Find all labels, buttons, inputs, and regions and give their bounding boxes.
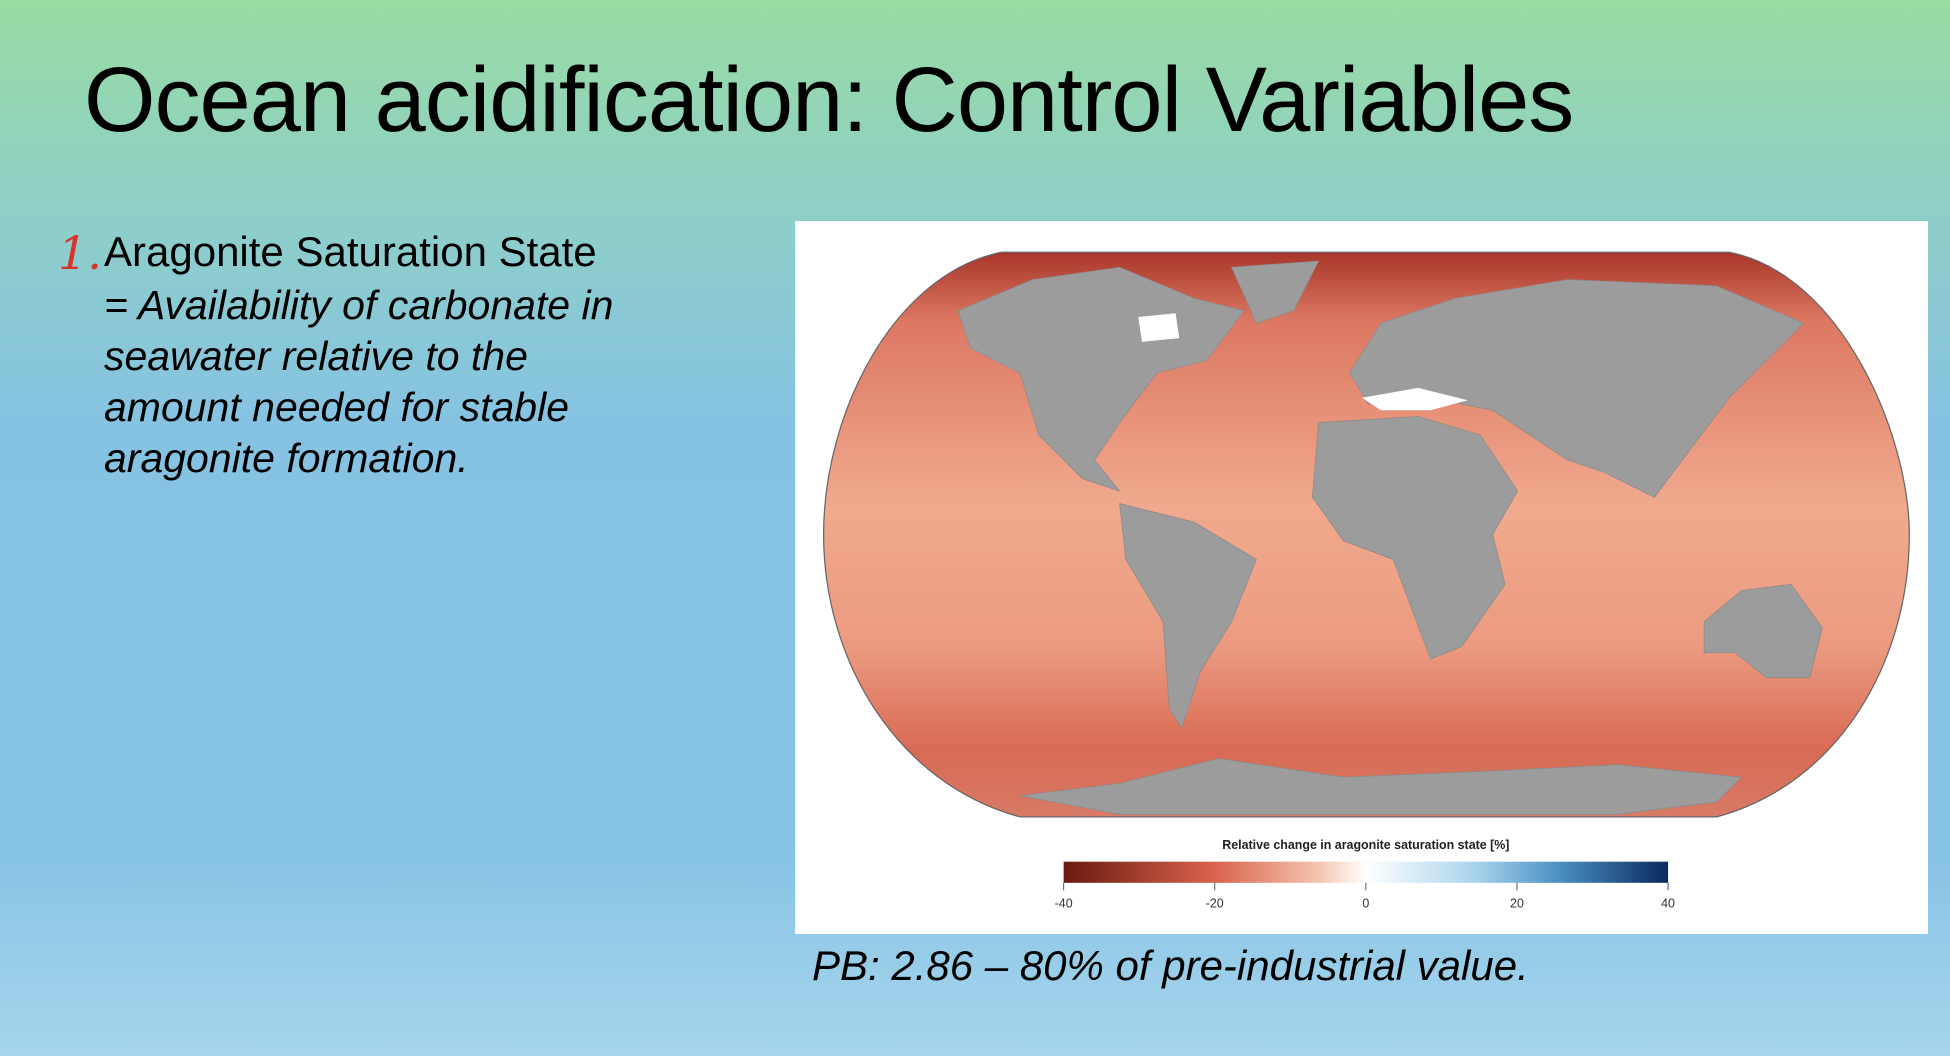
colorbar-tick-label: 20 (1510, 897, 1524, 911)
description-line: amount needed for stable (104, 384, 569, 430)
map-figure: Relative change in aragonite saturation … (822, 251, 1910, 911)
figure: Relative change in aragonite saturation … (795, 221, 1928, 934)
colorbar-label: Relative change in aragonite saturation … (1222, 838, 1509, 852)
colorbar-tick-label: 0 (1362, 897, 1369, 911)
caption: PB: 2.86 – 80% of pre-industrial value. (812, 942, 1529, 989)
item-description: = Availability of carbonate in seawater r… (104, 280, 613, 484)
slide-title: Ocean acidification: Control Variables (84, 49, 1574, 151)
colorbar-tick-label: -40 (1055, 897, 1073, 911)
description-line: aragonite formation. (104, 435, 469, 481)
description-line: = Availability of carbonate in (104, 282, 614, 328)
lakes (1138, 313, 1468, 411)
item-heading: Aragonite Saturation State (104, 228, 597, 275)
colorbar-tick-label: -20 (1206, 897, 1224, 911)
colorbar-tick-label: 40 (1661, 897, 1675, 911)
continents (957, 260, 1823, 815)
colorbar (1063, 861, 1669, 883)
item-number: 1. (58, 226, 102, 280)
description-line: seawater relative to the (104, 333, 528, 379)
